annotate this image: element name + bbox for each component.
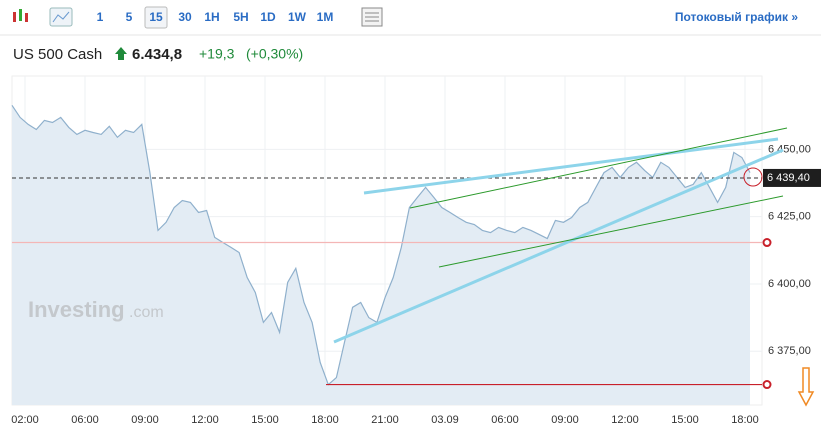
interval-button[interactable]: 1M <box>317 10 334 24</box>
interval-button[interactable]: 1D <box>260 10 276 24</box>
stream-link[interactable]: Потоковый график » <box>675 10 798 24</box>
channel-line <box>438 195 784 268</box>
x-tick-label: 09:00 <box>131 414 159 426</box>
x-tick-label: 18:00 <box>311 414 339 426</box>
chart: Investing .com 02:00 06:00 09:00 12:00 15:00… <box>11 75 821 426</box>
area-icon[interactable] <box>49 7 73 27</box>
candle-icon[interactable] <box>13 9 28 22</box>
change: +19,3 <box>199 46 235 62</box>
toolbar: 1 5 15 30 1H 5H 1D 1W 1M Потоковый график » <box>0 6 821 36</box>
drawings <box>333 127 815 407</box>
y-tick-label: 6 400,00 <box>768 278 811 290</box>
interval-button[interactable]: 5 <box>126 10 133 24</box>
y-tick-label: 6 425,00 <box>768 211 811 223</box>
channel-line <box>409 127 788 209</box>
watermark: Investing <box>28 297 125 322</box>
interval-button[interactable]: 1 <box>97 10 104 24</box>
trend-line <box>333 148 784 344</box>
x-tick-label: 15:00 <box>251 414 279 426</box>
x-tick-label: 12:00 <box>611 414 639 426</box>
watermark-suffix: .com <box>129 304 164 321</box>
x-tick-label: 18:00 <box>731 414 759 426</box>
interval-button[interactable]: 30 <box>178 10 192 24</box>
level-handle <box>762 238 772 248</box>
trend-line <box>363 137 779 195</box>
last-price-label: 6 439,40 <box>767 172 810 184</box>
x-tick-label: 02:00 <box>11 414 39 426</box>
level-handle <box>762 380 772 390</box>
x-tick-label: 12:00 <box>191 414 219 426</box>
x-tick-label: 06:00 <box>491 414 519 426</box>
marker-circle <box>743 167 763 187</box>
area <box>12 105 750 406</box>
change-pct: (+0,30%) <box>246 46 303 62</box>
price-line <box>11 104 751 386</box>
x-tick-label: 03.09 <box>431 414 459 426</box>
layout-icon[interactable] <box>361 7 383 27</box>
down-arrow-icon <box>797 367 815 407</box>
x-tick-label: 06:00 <box>71 414 99 426</box>
selected-box <box>144 6 168 29</box>
up-arrow <box>115 47 127 60</box>
interval-button[interactable]: 1W <box>288 10 307 24</box>
last-price-box <box>763 168 821 187</box>
price: 6.434,8 <box>132 46 182 63</box>
x-tick-label: 15:00 <box>671 414 699 426</box>
interval-button[interactable]: 15 <box>149 10 163 24</box>
interval-button[interactable]: 1H <box>204 10 219 24</box>
x-tick-label: 21:00 <box>371 414 399 426</box>
x-tick-label: 09:00 <box>551 414 579 426</box>
y-tick-label: 6 375,00 <box>768 345 811 357</box>
instrument-name: US 500 Cash <box>13 46 102 63</box>
interval-button[interactable]: 5H <box>233 10 248 24</box>
